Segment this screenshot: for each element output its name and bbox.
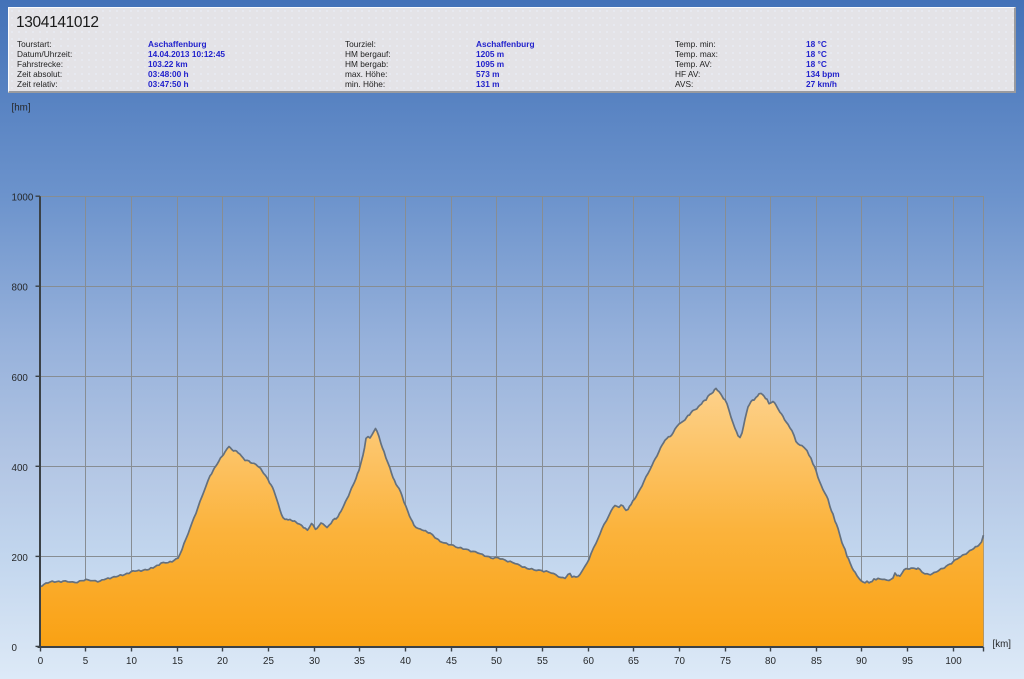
svg-text:200: 200	[12, 553, 29, 564]
svg-text:70: 70	[674, 656, 685, 667]
svg-text:60: 60	[583, 656, 594, 667]
svg-text:800: 800	[12, 283, 29, 294]
svg-text:90: 90	[856, 656, 867, 667]
svg-text:0: 0	[38, 656, 44, 667]
svg-text:400: 400	[12, 463, 29, 474]
svg-text:65: 65	[628, 656, 639, 667]
svg-text:80: 80	[765, 656, 776, 667]
svg-text:1000: 1000	[12, 193, 34, 204]
svg-text:0: 0	[12, 643, 18, 654]
svg-text:600: 600	[12, 373, 29, 384]
svg-text:85: 85	[811, 656, 822, 667]
svg-text:100: 100	[945, 656, 962, 667]
svg-text:95: 95	[902, 656, 913, 667]
svg-text:25: 25	[263, 656, 274, 667]
svg-text:[km]: [km]	[993, 639, 1012, 650]
svg-text:50: 50	[491, 656, 502, 667]
svg-text:[hm]: [hm]	[12, 103, 31, 114]
svg-text:20: 20	[217, 656, 228, 667]
svg-text:30: 30	[309, 656, 320, 667]
svg-text:55: 55	[537, 656, 548, 667]
svg-text:40: 40	[400, 656, 411, 667]
svg-text:75: 75	[720, 656, 731, 667]
svg-text:5: 5	[83, 656, 89, 667]
svg-text:10: 10	[126, 656, 137, 667]
svg-text:45: 45	[446, 656, 457, 667]
svg-text:15: 15	[172, 656, 183, 667]
svg-text:35: 35	[354, 656, 365, 667]
